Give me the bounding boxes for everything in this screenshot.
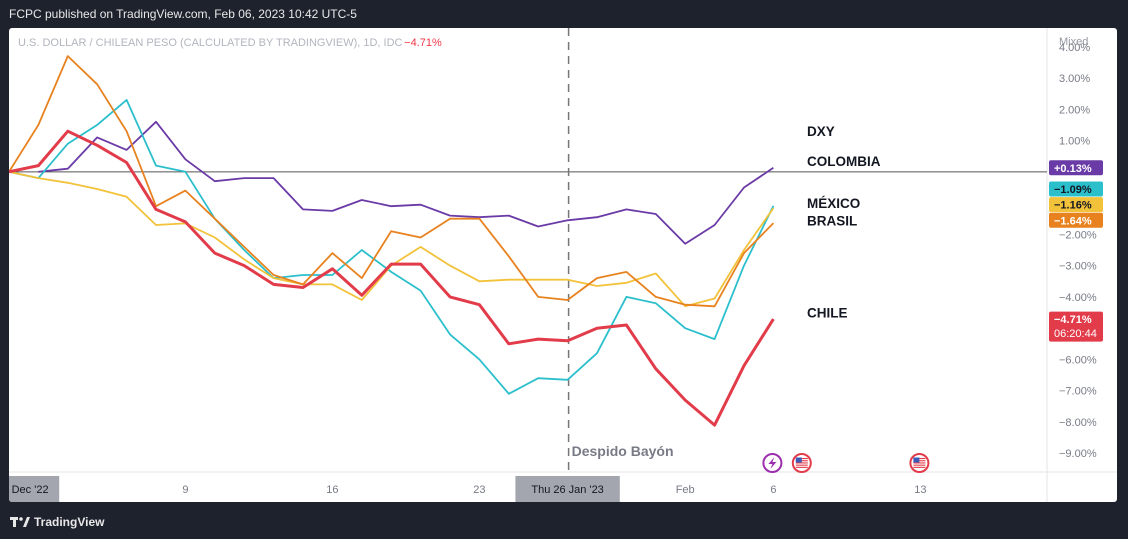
series-label: CHILE [807, 306, 848, 321]
tradingview-logo-icon [10, 517, 30, 527]
y-tick-label: 3.00% [1059, 73, 1090, 85]
y-tick-label: −3.00% [1059, 261, 1097, 273]
price-tag-bg [1049, 160, 1103, 176]
lightning-icon[interactable] [762, 453, 783, 473]
price-tag-value: −1.09% [1054, 184, 1092, 196]
series-line-colombia[interactable] [9, 99, 775, 395]
tradingview-logo[interactable]: TradingView [10, 515, 104, 529]
series-line-brasil[interactable] [9, 55, 775, 308]
price-tag-value: −1.16% [1054, 200, 1092, 212]
price-tag: −4.71% 06:20:44 [1049, 311, 1103, 342]
chart-svg[interactable]: U.S. DOLLAR / CHILEAN PESO (CALCULATED B… [9, 28, 1117, 502]
y-tick-label: 1.00% [1059, 136, 1090, 148]
series-line-mxico[interactable] [9, 170, 775, 308]
symbol-change: −4.71% [404, 37, 442, 49]
price-tag-countdown: 06:20:44 [1054, 328, 1097, 340]
scale-mode-label[interactable]: Mixed [1059, 36, 1088, 48]
chart-frame[interactable]: U.S. DOLLAR / CHILEAN PESO (CALCULATED B… [9, 28, 1117, 502]
y-tick-label: −6.00% [1059, 354, 1097, 366]
y-tick-label: −9.00% [1059, 448, 1097, 460]
tradingview-brand: TradingView [34, 515, 105, 529]
price-tag-bg [1049, 311, 1103, 342]
price-tag-value: −4.71% [1054, 314, 1092, 326]
y-tick-label: −2.00% [1059, 229, 1097, 241]
x-tick-label: 23 [473, 484, 485, 496]
us-flag-icon[interactable] [791, 453, 812, 473]
y-tick-label: 4.00% [1059, 42, 1090, 54]
price-tag: −1.09% [1049, 181, 1103, 197]
publish-header: FCPC published on TradingView.com, Feb 0… [0, 0, 1128, 28]
symbol-title[interactable]: U.S. DOLLAR / CHILEAN PESO (CALCULATED B… [18, 37, 403, 49]
y-tick-label: −4.00% [1059, 292, 1097, 304]
footer: TradingView [0, 505, 1128, 539]
y-tick-label: −7.00% [1059, 386, 1097, 398]
series-line-dxy[interactable] [38, 120, 774, 245]
series-label: MÉXICO [807, 196, 860, 211]
price-tag-value: +0.13% [1054, 163, 1092, 175]
price-tag-bg [1049, 197, 1103, 213]
y-tick-label: 2.00% [1059, 104, 1090, 116]
x-tick-label: Feb [676, 484, 695, 496]
x-tick-label: 16 [326, 484, 338, 496]
series-label: COLOMBIA [807, 154, 881, 169]
y-tick-label: −8.00% [1059, 417, 1097, 429]
price-tag: +0.13% [1049, 160, 1103, 176]
x-tick-label: Thu 26 Jan '23 [531, 484, 603, 496]
price-tag-value: −1.64% [1054, 215, 1092, 227]
published-text: FCPC published on TradingView.com, Feb 0… [9, 7, 357, 21]
series-label: BRASIL [807, 213, 857, 228]
us-flag-icon[interactable] [909, 453, 930, 473]
x-tick-label: 13 [914, 484, 926, 496]
x-tick-label: Dec '22 [12, 484, 49, 496]
series-line-chile[interactable] [9, 129, 775, 427]
price-tag-bg [1049, 181, 1103, 197]
x-tick-label: 6 [770, 484, 776, 496]
x-tick-highlight [9, 476, 60, 502]
x-tick-label: 9 [182, 484, 188, 496]
x-tick-highlight [515, 476, 620, 502]
price-tag: −1.16% [1049, 197, 1103, 213]
price-tag-bg [1049, 212, 1103, 228]
price-tag: −1.64% [1049, 212, 1103, 228]
series-label: DXY [807, 124, 835, 139]
vertical-marker-label: Despido Bayón [572, 443, 674, 459]
